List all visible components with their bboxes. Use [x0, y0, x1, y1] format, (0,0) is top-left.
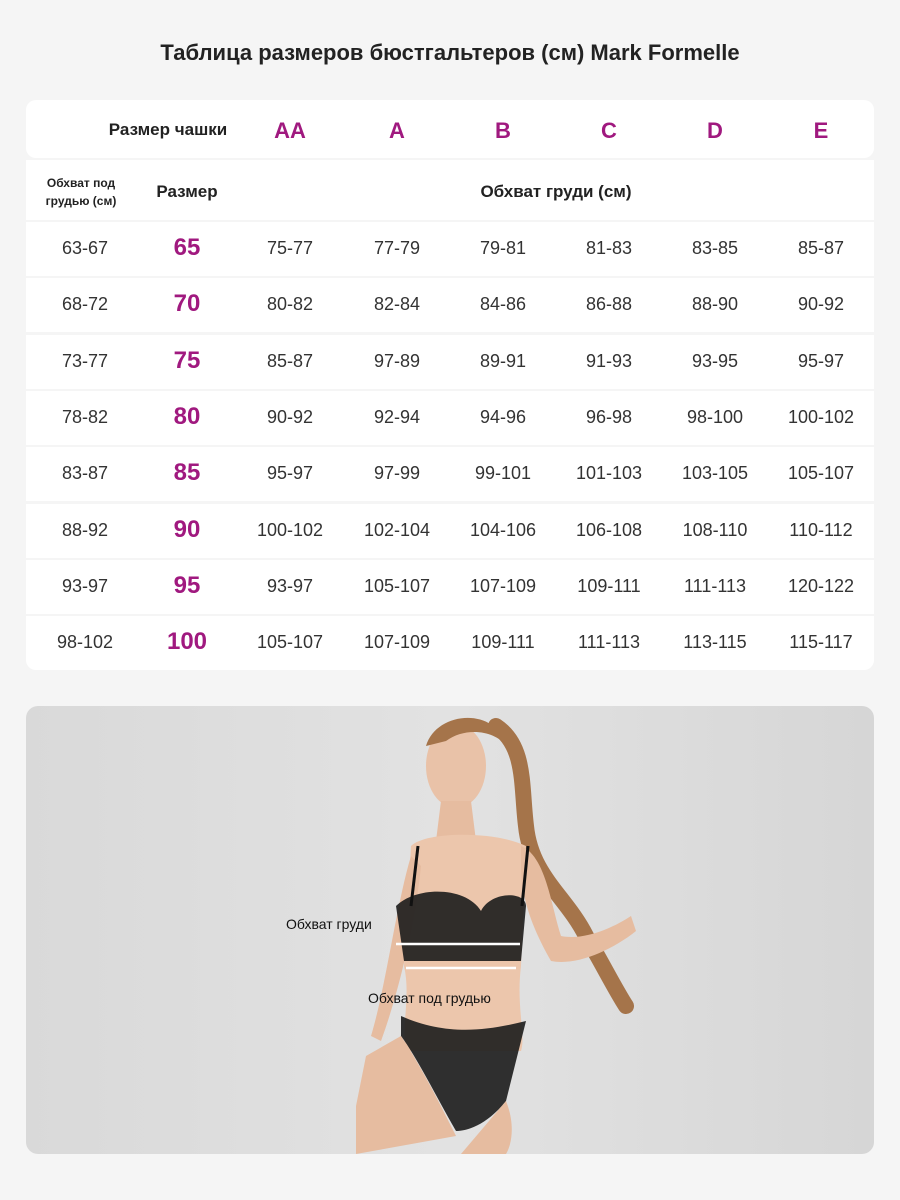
- bust-cell: 108-110: [682, 519, 748, 540]
- bust-cell: 102-104: [363, 519, 431, 540]
- bust-cell: 113-115: [683, 632, 747, 653]
- bust-cell: 95-97: [266, 463, 314, 484]
- bust-header: Обхват груди (см): [480, 182, 632, 201]
- bust-cell: 115-117: [789, 632, 853, 653]
- bust-cell: 98-100: [686, 406, 744, 427]
- underbust-cell: 93-97: [61, 575, 109, 596]
- bust-cell: 94-96: [479, 406, 527, 427]
- band-size-cell: 90: [173, 515, 201, 543]
- table-row: 83-87 85 95-97 97-99 99-101 101-103 103-105 105…: [26, 447, 874, 502]
- table-row: 63-67 65 75-77 77-79 79-81 81-83 83-85 85-87: [26, 222, 874, 276]
- bust-cell: 109-111: [471, 632, 535, 653]
- bust-cell: 92-94: [373, 406, 421, 427]
- bust-cell: 105-107: [363, 575, 431, 596]
- band-size-cell: 80: [173, 402, 201, 430]
- cup-size-label: Размер чашки: [108, 120, 228, 139]
- bust-cell: 99-101: [474, 463, 532, 484]
- bust-cell: 95-97: [797, 350, 845, 371]
- table-row: 88-92 90 100-102 102-104 104-106 106-108 108-1…: [26, 503, 874, 558]
- table-row: 98-102 100 105-107 107-109 109-111 111-113 113…: [26, 616, 874, 671]
- bust-cell: 100-102: [787, 406, 855, 427]
- cup-a: A: [389, 118, 405, 143]
- band-size-cell: 70: [173, 290, 201, 318]
- underbust-label: Обхват под грудью: [368, 990, 491, 1006]
- table-row: 73-77 75 85-87 97-89 89-91 91-93 93-95 95-97: [26, 334, 874, 389]
- bust-cell: 83-85: [691, 238, 739, 258]
- bust-cell: 79-81: [479, 238, 527, 258]
- underbust-cell: 83-87: [61, 463, 109, 484]
- band-size-cell: 100: [166, 628, 208, 656]
- underbust-cell: 73-77: [61, 350, 109, 371]
- underbust-cell: 78-82: [61, 406, 109, 427]
- bust-cell: 109-111: [577, 575, 641, 596]
- underbust-cell: 68-72: [61, 294, 109, 315]
- cup-b: B: [495, 118, 511, 143]
- bust-cell: 90-92: [797, 294, 845, 315]
- cup-d: D: [707, 118, 723, 143]
- band-size-cell: 95: [173, 571, 201, 599]
- bust-cell: 104-106: [469, 519, 537, 540]
- table-row: 93-97 95 93-97 105-107 107-109 109-111 111-113…: [26, 559, 874, 614]
- bust-cell: 82-84: [373, 294, 421, 315]
- page-title: Таблица размеров бюстгальтеров (см) Mark…: [160, 40, 740, 65]
- column-header-row: Обхват под грудью (см) Размер Обхват гру…: [26, 160, 874, 220]
- underbust-cell: 63-67: [61, 238, 109, 258]
- underbust-cell: 98-102: [56, 632, 114, 653]
- bust-cell: 77-79: [373, 238, 421, 258]
- table-row: 68-72 70 80-82 82-84 84-86 86-88 88-90 90-92: [26, 278, 874, 333]
- size-header: Размер: [156, 182, 218, 201]
- bust-cell: 105-107: [256, 632, 324, 653]
- bust-cell: 97-99: [373, 463, 421, 484]
- bust-cell: 75-77: [266, 238, 314, 258]
- bust-cell: 85-87: [797, 238, 845, 258]
- bust-cell: 93-97: [266, 575, 314, 596]
- cup-e: E: [813, 118, 829, 143]
- underbust-header: Обхват под грудью (см): [45, 176, 117, 208]
- bust-cell: 89-91: [479, 350, 527, 371]
- bust-cell: 100-102: [256, 519, 324, 540]
- bust-cell: 85-87: [266, 350, 314, 371]
- bust-cell: 107-109: [363, 632, 431, 653]
- bust-cell: 107-109: [469, 575, 537, 596]
- model-photo: Обхват груди Обхват под грудью: [26, 706, 874, 1154]
- cup-aa: AA: [274, 118, 306, 143]
- band-size-cell: 85: [173, 459, 201, 487]
- bust-label: Обхват груди: [286, 916, 372, 932]
- cup-header-row: Размер чашки AA A B C D E: [26, 100, 874, 158]
- bust-cell: 93-95: [691, 350, 739, 371]
- bust-cell: 88-90: [691, 294, 739, 315]
- bust-cell: 86-88: [585, 294, 633, 315]
- model-figure-illustration: [356, 717, 636, 1154]
- table-row: 78-82 80 90-92 92-94 94-96 96-98 98-100 100-102: [26, 390, 874, 445]
- bust-cell: 110-112: [789, 519, 853, 540]
- bust-cell: 97-89: [373, 350, 421, 371]
- bust-cell: 103-105: [681, 463, 749, 484]
- bust-cell: 120-122: [787, 575, 855, 596]
- bust-cell: 80-82: [266, 294, 314, 315]
- bust-cell: 84-86: [479, 294, 527, 315]
- bust-cell: 106-108: [575, 519, 643, 540]
- band-size-cell: 65: [173, 234, 201, 261]
- bust-cell: 105-107: [787, 463, 855, 484]
- cup-c: C: [601, 118, 617, 143]
- bust-cell: 81-83: [585, 238, 633, 258]
- bust-cell: 90-92: [266, 406, 314, 427]
- bust-cell: 101-103: [575, 463, 643, 484]
- bust-cell: 96-98: [585, 406, 633, 427]
- bust-cell: 111-113: [683, 575, 747, 596]
- band-size-cell: 75: [173, 346, 201, 374]
- bust-cell: 111-113: [577, 632, 641, 653]
- bust-cell: 91-93: [585, 350, 633, 371]
- underbust-cell: 88-92: [61, 519, 109, 540]
